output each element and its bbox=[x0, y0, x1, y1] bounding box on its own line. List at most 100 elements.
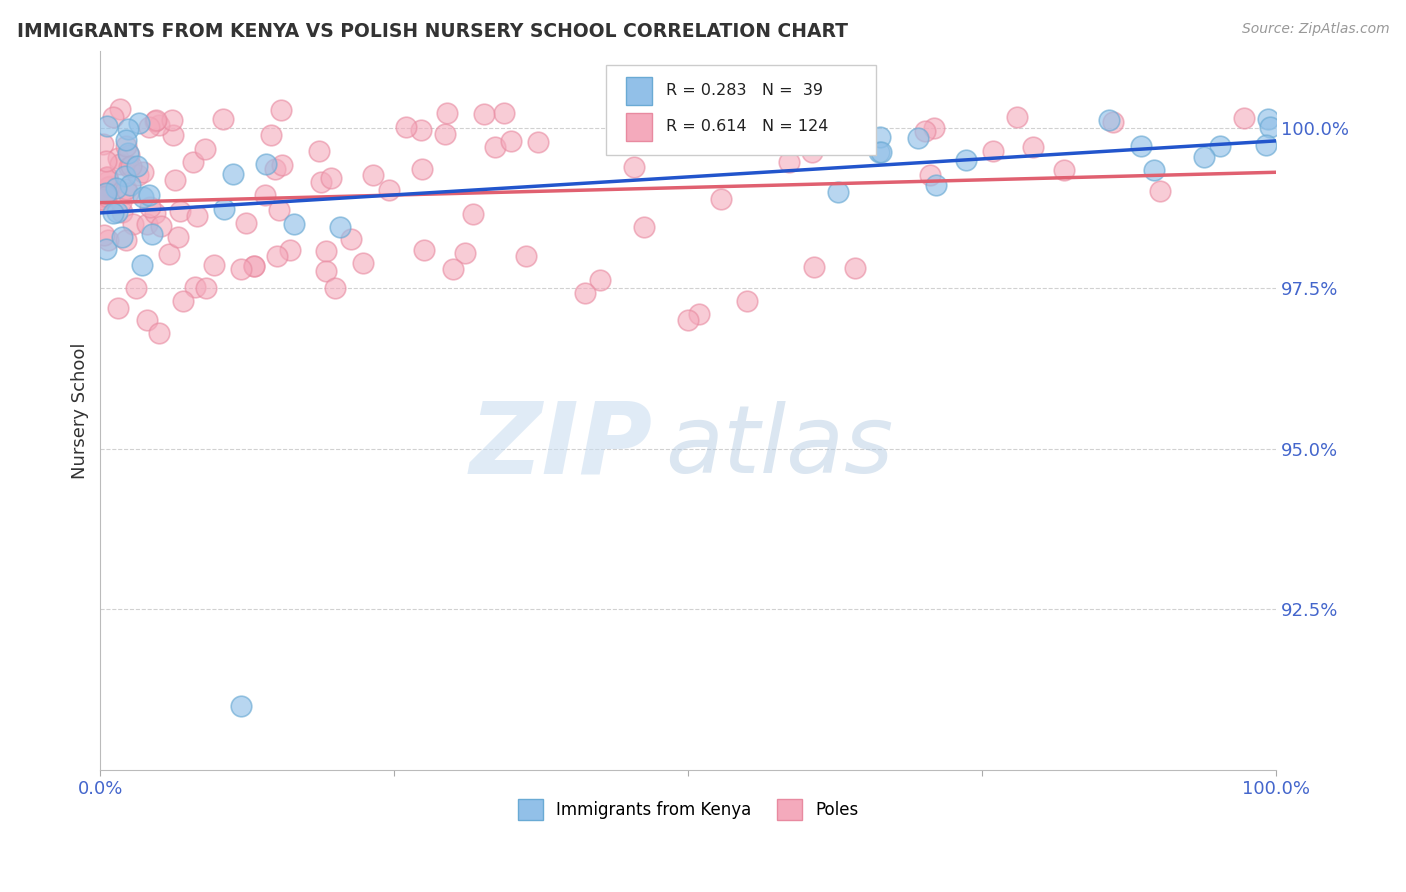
Point bbox=[131, 258, 153, 272]
Point bbox=[167, 230, 190, 244]
Point bbox=[94, 187, 117, 202]
Point bbox=[96, 169, 118, 184]
Point bbox=[172, 294, 194, 309]
Point bbox=[325, 281, 347, 295]
Point bbox=[211, 112, 233, 127]
Point bbox=[710, 192, 733, 206]
Point bbox=[186, 209, 208, 223]
Point bbox=[138, 120, 160, 134]
Point bbox=[94, 186, 117, 201]
Point bbox=[329, 220, 352, 235]
Point bbox=[91, 136, 114, 151]
Point bbox=[283, 217, 305, 231]
Point bbox=[149, 219, 172, 234]
Point bbox=[266, 249, 288, 263]
Point bbox=[433, 128, 456, 142]
Point bbox=[1143, 162, 1166, 177]
Point bbox=[97, 233, 120, 247]
Bar bbox=[626, 113, 652, 141]
Point bbox=[260, 128, 283, 143]
Point bbox=[136, 313, 159, 327]
Point bbox=[107, 301, 129, 315]
Point bbox=[633, 220, 655, 235]
Point bbox=[132, 165, 155, 179]
Point bbox=[127, 169, 149, 183]
Point bbox=[267, 203, 290, 218]
Point bbox=[97, 174, 120, 188]
Point bbox=[122, 217, 145, 231]
Point bbox=[1130, 139, 1153, 153]
Point bbox=[454, 246, 477, 260]
Point bbox=[91, 192, 114, 206]
Point bbox=[148, 326, 170, 341]
Point bbox=[918, 168, 941, 182]
Point bbox=[315, 244, 337, 258]
Point bbox=[340, 232, 363, 246]
Point bbox=[1257, 112, 1279, 127]
FancyBboxPatch shape bbox=[606, 65, 876, 155]
Point bbox=[515, 249, 537, 263]
Point bbox=[922, 120, 945, 135]
Point bbox=[870, 145, 893, 159]
Legend: Immigrants from Kenya, Poles: Immigrants from Kenya, Poles bbox=[512, 793, 865, 826]
Point bbox=[463, 207, 485, 221]
Point bbox=[139, 201, 162, 215]
Point bbox=[413, 243, 436, 257]
Point bbox=[160, 113, 183, 128]
Point bbox=[676, 313, 699, 327]
Point bbox=[526, 136, 548, 150]
Point bbox=[195, 281, 218, 295]
Point bbox=[395, 120, 418, 135]
Point bbox=[907, 131, 929, 145]
Point bbox=[609, 115, 631, 129]
Point bbox=[111, 205, 134, 219]
Point bbox=[441, 262, 464, 277]
Text: R = 0.283   N =  39: R = 0.283 N = 39 bbox=[666, 84, 823, 98]
Point bbox=[1005, 110, 1028, 124]
Point bbox=[492, 106, 515, 120]
Point bbox=[202, 258, 225, 272]
Point bbox=[96, 169, 118, 184]
Point bbox=[1053, 162, 1076, 177]
Point bbox=[105, 204, 128, 219]
Point bbox=[264, 161, 287, 176]
Point bbox=[231, 698, 253, 713]
Y-axis label: Nursery School: Nursery School bbox=[72, 343, 89, 479]
Point bbox=[1101, 114, 1123, 128]
Point bbox=[107, 151, 129, 165]
Point bbox=[271, 159, 294, 173]
Point bbox=[235, 216, 257, 230]
Point bbox=[114, 169, 136, 184]
Point bbox=[93, 228, 115, 243]
Point bbox=[96, 242, 118, 256]
Point bbox=[925, 178, 948, 192]
Point bbox=[484, 140, 506, 154]
Point bbox=[105, 181, 128, 195]
Text: atlas: atlas bbox=[665, 401, 893, 491]
Point bbox=[141, 227, 163, 241]
Point bbox=[278, 243, 301, 257]
Point bbox=[212, 202, 235, 216]
Point bbox=[801, 145, 824, 160]
Point bbox=[869, 130, 891, 145]
Point bbox=[118, 178, 141, 192]
Point bbox=[321, 171, 343, 186]
Point bbox=[735, 294, 758, 309]
Point bbox=[94, 189, 117, 203]
Point bbox=[96, 119, 118, 133]
Point bbox=[114, 133, 136, 147]
Point bbox=[183, 279, 205, 293]
Point bbox=[91, 189, 114, 203]
Point bbox=[94, 194, 117, 208]
Point bbox=[311, 175, 333, 189]
Point bbox=[181, 155, 204, 169]
Point bbox=[688, 307, 710, 321]
Point bbox=[868, 145, 890, 159]
Point bbox=[1192, 150, 1215, 164]
Point bbox=[308, 144, 330, 158]
Point bbox=[315, 264, 337, 278]
Point bbox=[1149, 185, 1171, 199]
Point bbox=[143, 205, 166, 219]
Point bbox=[124, 281, 146, 295]
Text: R = 0.614   N = 124: R = 0.614 N = 124 bbox=[666, 120, 828, 135]
